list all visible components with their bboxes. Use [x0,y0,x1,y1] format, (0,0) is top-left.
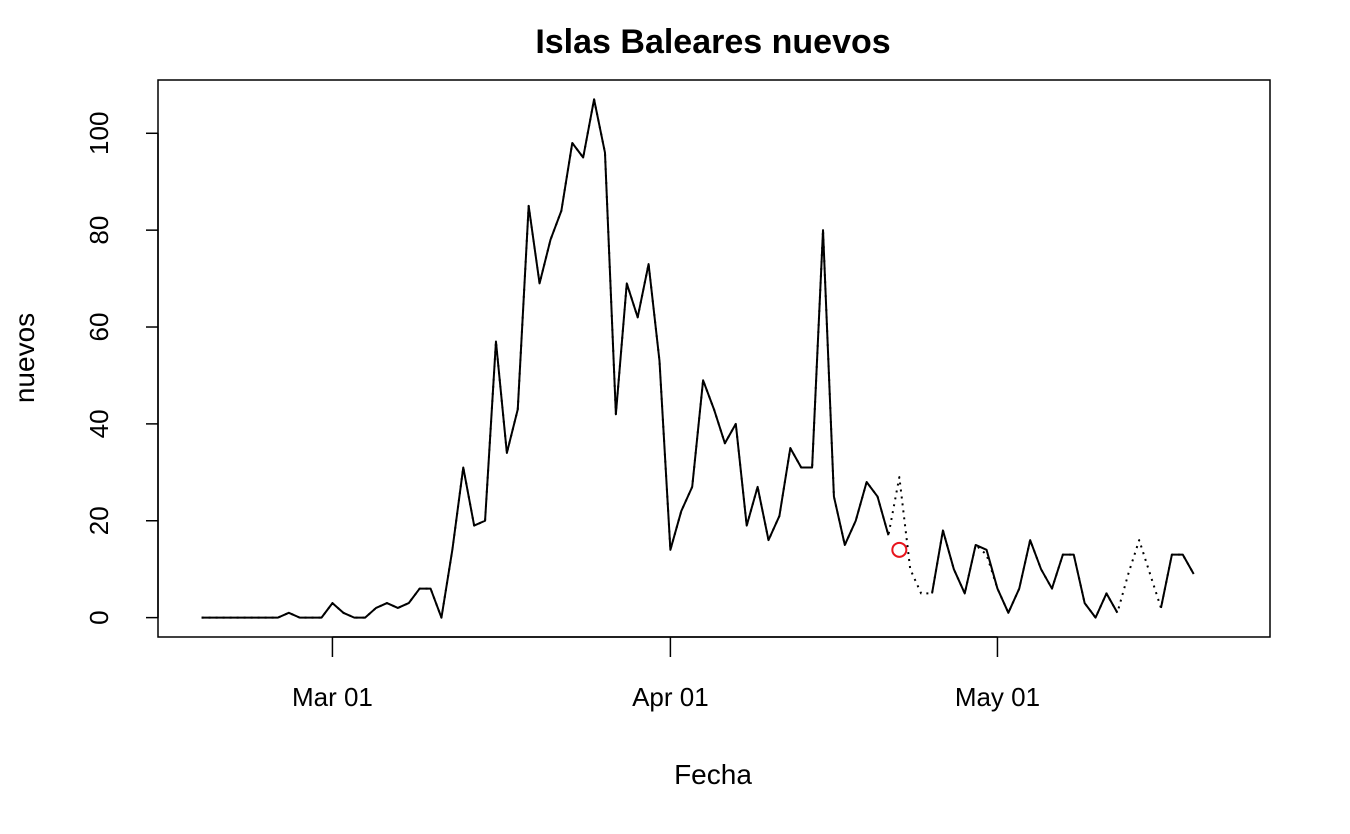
y-axis-label: nuevos [9,313,40,403]
y-tick-label: 20 [84,506,114,535]
series-line-dotted [201,98,1195,619]
y-axis: 0 20 40 60 80 100 [84,112,159,625]
series-layer [201,98,1195,619]
chart-title: Islas Baleares nuevos [535,23,890,61]
y-tick-label: 40 [84,409,114,438]
x-tick-label: May 01 [955,682,1040,712]
x-axis-label: Fecha [674,759,752,790]
y-tick-label: 0 [84,610,114,624]
y-tick-label: 60 [84,313,114,342]
y-tick-label: 80 [84,216,114,245]
x-tick-label: Mar 01 [292,682,373,712]
y-tick-label: 100 [84,112,114,155]
x-axis: Mar 01 Apr 01 May 01 [292,636,1040,712]
series-line-solid [201,98,1195,619]
x-tick-label: Apr 01 [632,682,709,712]
highlight-point [891,541,908,558]
plot-frame [157,79,1271,638]
